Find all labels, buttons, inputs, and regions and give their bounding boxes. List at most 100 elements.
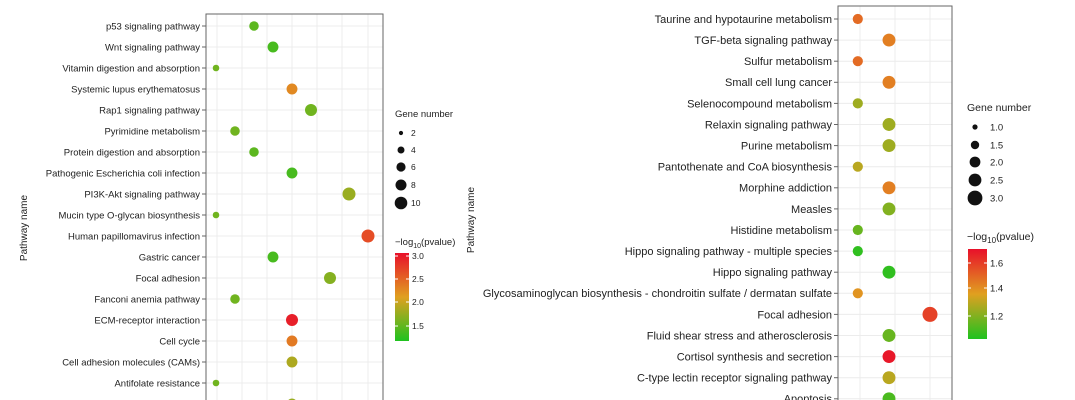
color-legend-title-suffix: (pvalue)	[996, 231, 1034, 243]
data-point	[361, 229, 375, 243]
data-point	[342, 187, 356, 201]
y-tick-label: Fluid shear stress and atherosclerosis	[647, 330, 833, 342]
y-tick-label: Antifolate resistance	[114, 378, 200, 389]
y-tick-label: TGF-beta signaling pathway	[694, 35, 832, 47]
y-axis-title: Pathway name	[466, 186, 477, 253]
data-point	[852, 224, 863, 236]
color-legend-title-prefix: −log	[395, 237, 413, 248]
y-tick-label: Small cell lung cancer	[725, 77, 832, 89]
y-tick-label: Morphine addiction	[739, 183, 832, 195]
y-tick-label: Relaxin signaling pathway	[705, 119, 833, 131]
data-point	[852, 161, 863, 172]
data-point	[882, 118, 896, 131]
color-legend-label: 3.0	[412, 251, 424, 261]
color-legend-title-subscript: 10	[987, 236, 996, 245]
data-point	[882, 202, 896, 216]
y-tick-label: Human papillomavirus infection	[68, 231, 200, 242]
size-legend-dot	[969, 156, 981, 168]
size-legend-label: 4	[411, 145, 416, 155]
data-point	[882, 392, 896, 400]
y-axis-title: Pathway name	[19, 194, 30, 261]
size-legend-label: 2.0	[990, 157, 1003, 168]
color-legend-title-subscript: 10	[413, 243, 421, 250]
y-tick-label: Rap1 signaling pathway	[99, 105, 200, 116]
color-legend-label: 1.6	[990, 258, 1003, 269]
size-legend-dot	[394, 196, 408, 210]
size-legend-dot	[967, 190, 983, 206]
color-legend-title-suffix: (pvalue)	[421, 237, 455, 248]
size-legend-label: 3.0	[990, 193, 1003, 204]
data-point	[286, 83, 298, 95]
data-point	[286, 356, 298, 368]
data-point	[852, 98, 863, 109]
y-tick-label: Pantothenate and CoA biosynthesis	[658, 162, 833, 174]
y-tick-label: Systemic lupus erythematosus	[71, 84, 200, 95]
y-tick-label: Taurine and hypotaurine metabolism	[655, 14, 832, 26]
color-legend-label: 2.5	[412, 274, 424, 284]
y-tick-label: Cortisol synthesis and secretion	[677, 351, 832, 363]
size-legend-dot	[396, 162, 406, 172]
data-point	[286, 335, 298, 347]
data-point	[852, 288, 863, 299]
size-legend-dot	[397, 146, 405, 154]
data-point	[212, 64, 220, 72]
data-point	[267, 251, 279, 263]
y-tick-label: Sulfur metabolism	[744, 56, 832, 68]
data-point	[852, 246, 863, 257]
y-tick-label: Vitamin digestion and absorption	[62, 63, 200, 74]
color-legend-title: −log10(pvalue)	[395, 237, 455, 250]
data-point	[852, 13, 863, 25]
data-point	[230, 126, 240, 136]
size-legend-dot	[970, 140, 980, 150]
y-tick-label: Wnt signaling pathway	[105, 42, 200, 53]
size-legend-title: Gene number	[967, 102, 1032, 114]
size-legend-label: 8	[411, 180, 416, 190]
y-tick-label: Pathogenic Escherichia coli infection	[46, 168, 200, 179]
y-tick-label: Pyrimidine metabolism	[104, 126, 200, 137]
right-bubble-chart: Pathway name Taurine and hypotaurine meta…	[466, 5, 1034, 400]
y-tick-label: C-type lectin receptor signaling pathway	[637, 373, 833, 385]
data-point	[212, 211, 220, 219]
data-point	[882, 181, 896, 195]
size-legend-label: 1.0	[990, 122, 1003, 133]
data-point	[882, 139, 896, 153]
data-point	[882, 75, 896, 89]
y-tick-label: Measles	[791, 204, 832, 216]
plot-panel-border	[837, 5, 953, 400]
y-tick-label: Protein digestion and absorption	[64, 147, 200, 158]
y-tick-label: Apoptosis	[784, 394, 833, 400]
y-tick-label: Selenocompound metabolism	[687, 98, 832, 110]
data-point	[882, 371, 896, 385]
y-tick-label: Histidine metabolism	[731, 225, 832, 237]
data-point	[305, 104, 317, 116]
color-legend-label: 1.5	[412, 321, 424, 331]
size-legend-dot	[972, 124, 978, 130]
size-legend-dot	[968, 173, 982, 187]
data-point	[324, 272, 336, 284]
y-tick-label: PI3K-Akt signaling pathway	[84, 189, 200, 200]
data-point	[882, 265, 896, 279]
y-tick-label: Hippo signaling pathway	[713, 267, 833, 279]
color-legend-label: 1.2	[990, 311, 1003, 322]
data-point	[882, 329, 896, 342]
data-point	[230, 294, 240, 304]
size-legend-title: Gene number	[395, 109, 453, 120]
plot-panel	[206, 14, 383, 400]
size-legend-label: 1.5	[990, 140, 1003, 151]
y-tick-label: Focal adhesion	[136, 273, 200, 284]
size-legend-label: 6	[411, 162, 416, 172]
color-legend-label: 1.4	[990, 283, 1003, 294]
y-tick-label: Mucin type O-glycan biosynthesis	[58, 210, 200, 221]
y-tick-label: Gastric cancer	[139, 252, 200, 263]
y-tick-label: Focal adhesion	[757, 309, 832, 321]
data-point	[267, 41, 279, 53]
data-point	[852, 56, 863, 67]
left-bubble-chart: Pathway name p53 signaling pathway Wnt sig…	[19, 13, 455, 400]
data-point	[249, 147, 259, 157]
y-tick-label: Fanconi anemia pathway	[94, 294, 200, 305]
color-legend-label: 2.0	[412, 297, 424, 307]
y-tick-label: ECM-receptor interaction	[94, 315, 200, 326]
y-tick-label: Cell adhesion molecules (CAMs)	[62, 357, 200, 368]
plot-panel-border	[205, 13, 384, 400]
